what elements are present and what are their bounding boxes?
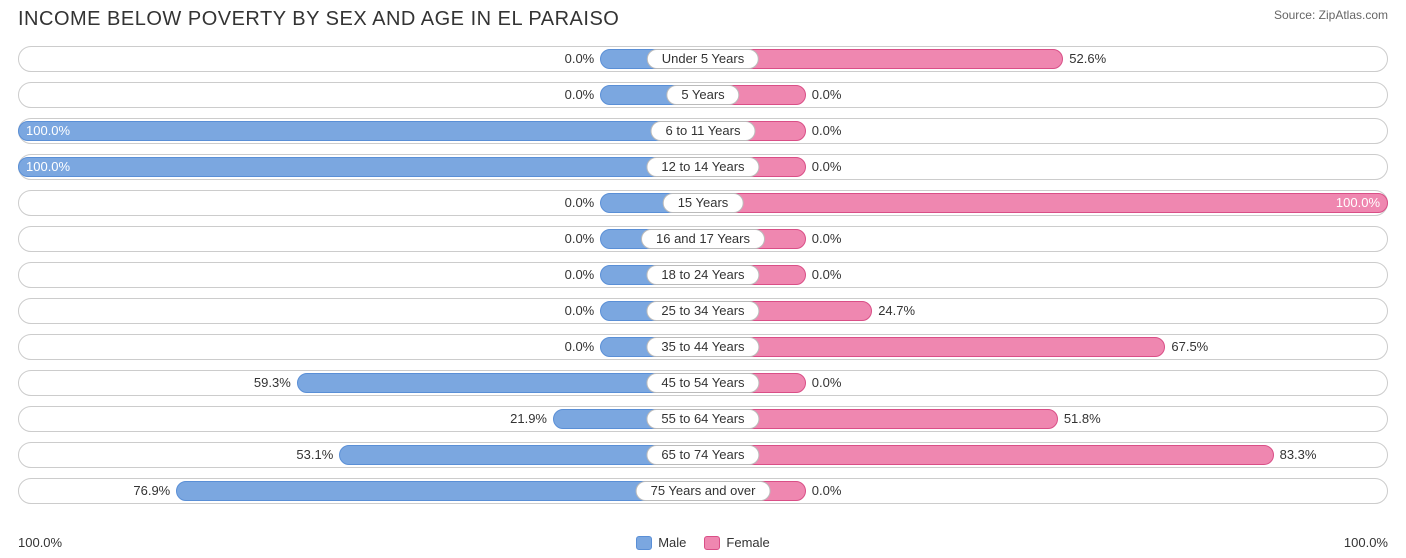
value-label-male: 0.0%	[565, 51, 595, 66]
value-label-female: 51.8%	[1064, 411, 1101, 426]
chart-row: 0.0% 0.0% 16 and 17 Years	[18, 221, 1388, 257]
chart-footer: 100.0% Male Female 100.0%	[18, 535, 1388, 550]
bar-male	[297, 373, 703, 393]
chart-row: 0.0% 67.5% 35 to 44 Years	[18, 329, 1388, 365]
value-label-female: 24.7%	[878, 303, 915, 318]
value-label-male: 76.9%	[133, 483, 170, 498]
category-label: 12 to 14 Years	[646, 157, 759, 177]
value-label-male: 59.3%	[254, 375, 291, 390]
value-label-female: 0.0%	[812, 159, 842, 174]
category-label: 16 and 17 Years	[641, 229, 765, 249]
source-attribution: Source: ZipAtlas.com	[1274, 8, 1388, 22]
value-label-female: 0.0%	[812, 375, 842, 390]
value-label-female: 67.5%	[1171, 339, 1208, 354]
chart-row: 100.0% 0.0% 6 to 11 Years	[18, 113, 1388, 149]
category-label: 55 to 64 Years	[646, 409, 759, 429]
value-label-male: 0.0%	[565, 339, 595, 354]
value-label-male: 0.0%	[565, 195, 595, 210]
value-label-female: 0.0%	[812, 483, 842, 498]
value-label-female: 0.0%	[812, 231, 842, 246]
legend-label: Female	[726, 535, 769, 550]
legend-label: Male	[658, 535, 686, 550]
value-label-male: 0.0%	[565, 267, 595, 282]
chart-title: INCOME BELOW POVERTY BY SEX AND AGE IN E…	[18, 8, 619, 31]
chart-row: 0.0% 52.6% Under 5 Years	[18, 41, 1388, 77]
value-label-female: 83.3%	[1280, 447, 1317, 462]
bar-male	[176, 481, 703, 501]
legend-item-female: Female	[704, 535, 769, 550]
category-label: 25 to 34 Years	[646, 301, 759, 321]
category-label: 45 to 54 Years	[646, 373, 759, 393]
legend-swatch-male	[636, 536, 652, 550]
axis-right-max: 100.0%	[1344, 535, 1388, 550]
chart-row: 0.0% 0.0% 18 to 24 Years	[18, 257, 1388, 293]
category-label: 6 to 11 Years	[651, 121, 756, 141]
value-label-male: 53.1%	[296, 447, 333, 462]
chart-row: 0.0% 24.7% 25 to 34 Years	[18, 293, 1388, 329]
value-label-male: 100.0%	[26, 159, 70, 174]
bar-female	[703, 193, 1388, 213]
value-label-male: 0.0%	[565, 87, 595, 102]
chart-row: 53.1% 83.3% 65 to 74 Years	[18, 437, 1388, 473]
value-label-female: 52.6%	[1069, 51, 1106, 66]
bar-female	[703, 337, 1165, 357]
category-label: 35 to 44 Years	[646, 337, 759, 357]
category-label: 15 Years	[663, 193, 744, 213]
legend-swatch-female	[704, 536, 720, 550]
chart-row: 21.9% 51.8% 55 to 64 Years	[18, 401, 1388, 437]
axis-left-max: 100.0%	[18, 535, 62, 550]
chart-area: 0.0% 52.6% Under 5 Years 0.0% 0.0% 5 Years 100…	[18, 41, 1388, 509]
category-label: 5 Years	[666, 85, 739, 105]
value-label-female: 100.0%	[1336, 195, 1380, 210]
chart-row: 76.9% 0.0% 75 Years and over	[18, 473, 1388, 509]
category-label: 75 Years and over	[636, 481, 771, 501]
bar-male	[18, 121, 703, 141]
chart-row: 100.0% 0.0% 12 to 14 Years	[18, 149, 1388, 185]
value-label-male: 0.0%	[565, 303, 595, 318]
value-label-female: 0.0%	[812, 267, 842, 282]
chart-row: 0.0% 0.0% 5 Years	[18, 77, 1388, 113]
bar-male	[18, 157, 703, 177]
chart-row: 59.3% 0.0% 45 to 54 Years	[18, 365, 1388, 401]
bar-female	[703, 445, 1274, 465]
value-label-male: 21.9%	[510, 411, 547, 426]
category-label: 65 to 74 Years	[646, 445, 759, 465]
value-label-female: 0.0%	[812, 123, 842, 138]
chart-row: 0.0% 100.0% 15 Years	[18, 185, 1388, 221]
legend-item-male: Male	[636, 535, 686, 550]
category-label: 18 to 24 Years	[646, 265, 759, 285]
value-label-male: 100.0%	[26, 123, 70, 138]
value-label-female: 0.0%	[812, 87, 842, 102]
value-label-male: 0.0%	[565, 231, 595, 246]
category-label: Under 5 Years	[647, 49, 759, 69]
legend: Male Female	[636, 535, 770, 550]
